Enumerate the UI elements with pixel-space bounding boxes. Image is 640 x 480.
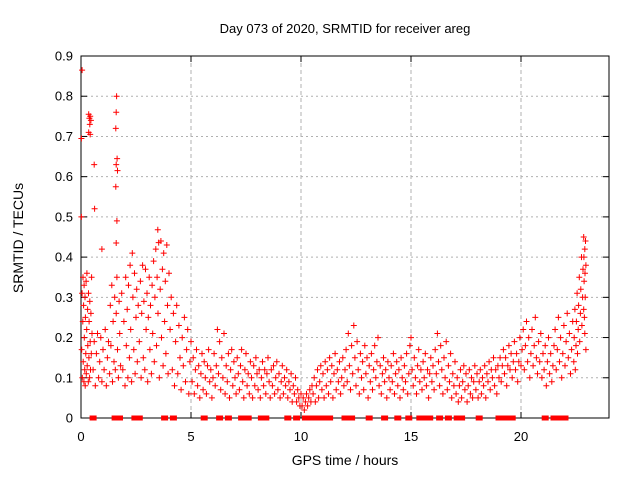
zero-marker bbox=[315, 415, 323, 421]
y-tick-label: 0.7 bbox=[55, 129, 73, 144]
zero-markers bbox=[89, 415, 569, 421]
x-tick-label: 5 bbox=[187, 429, 194, 444]
y-tick-label: 0.2 bbox=[55, 330, 73, 345]
y-tick-labels: 0 0.1 0.2 0.3 0.4 0.5 0.6 0.7 0.8 0.9 bbox=[55, 49, 73, 426]
zero-marker bbox=[554, 415, 562, 421]
zero-marker bbox=[394, 415, 402, 421]
y-tick-label: 0.6 bbox=[55, 169, 73, 184]
zero-marker bbox=[308, 415, 316, 421]
gridlines bbox=[81, 56, 609, 418]
x-tick-label: 20 bbox=[514, 429, 528, 444]
zero-marker bbox=[426, 415, 434, 421]
zero-marker bbox=[458, 415, 466, 421]
zero-marker bbox=[365, 415, 373, 421]
zero-marker bbox=[381, 415, 389, 421]
zero-marker bbox=[541, 415, 549, 421]
zero-marker bbox=[169, 415, 177, 421]
zero-marker bbox=[301, 415, 309, 421]
y-tick-label: 0.4 bbox=[55, 250, 73, 265]
y-tick-label: 0.3 bbox=[55, 290, 73, 305]
zero-marker bbox=[135, 415, 143, 421]
zero-marker bbox=[161, 415, 169, 421]
y-tick-label: 0.8 bbox=[55, 89, 73, 104]
zero-marker bbox=[244, 415, 252, 421]
zero-marker bbox=[504, 415, 512, 421]
zero-marker bbox=[238, 415, 246, 421]
y-tick-label: 0 bbox=[66, 411, 73, 426]
zero-marker bbox=[453, 415, 461, 421]
zero-marker bbox=[475, 415, 483, 421]
y-tick-label: 0.1 bbox=[55, 370, 73, 385]
zero-marker bbox=[262, 415, 270, 421]
x-axis-label: GPS time / hours bbox=[291, 452, 399, 468]
zero-marker bbox=[341, 415, 349, 421]
zero-marker bbox=[321, 415, 329, 421]
zero-marker bbox=[131, 415, 139, 421]
x-tick-label: 0 bbox=[77, 429, 84, 444]
y-tick-label: 0.5 bbox=[55, 209, 73, 224]
zero-marker bbox=[326, 415, 334, 421]
data-points bbox=[78, 67, 589, 413]
zero-marker bbox=[348, 415, 356, 421]
zero-marker bbox=[495, 415, 503, 421]
zero-marker bbox=[405, 415, 413, 421]
zero-marker bbox=[561, 415, 569, 421]
axis-ticks bbox=[80, 55, 609, 419]
x-tick-label: 15 bbox=[404, 429, 418, 444]
zero-marker bbox=[444, 415, 452, 421]
zero-marker bbox=[550, 415, 558, 421]
zero-marker bbox=[224, 415, 232, 421]
zero-marker bbox=[111, 415, 119, 421]
chart-title: Day 073 of 2020, SRMTID for receiver are… bbox=[219, 21, 471, 36]
zero-marker bbox=[499, 415, 507, 421]
y-tick-label: 0.9 bbox=[55, 49, 73, 64]
zero-marker bbox=[200, 415, 208, 421]
x-tick-labels: 0 5 10 15 20 bbox=[77, 429, 528, 444]
zero-marker bbox=[216, 415, 224, 421]
zero-marker bbox=[508, 415, 516, 421]
zero-marker bbox=[436, 415, 444, 421]
zero-marker bbox=[116, 415, 123, 421]
zero-marker bbox=[293, 415, 301, 421]
x-tick-label: 10 bbox=[294, 429, 308, 444]
plot-border bbox=[80, 55, 610, 419]
zero-marker bbox=[257, 415, 265, 421]
zero-marker bbox=[89, 415, 97, 421]
zero-marker bbox=[284, 415, 292, 421]
